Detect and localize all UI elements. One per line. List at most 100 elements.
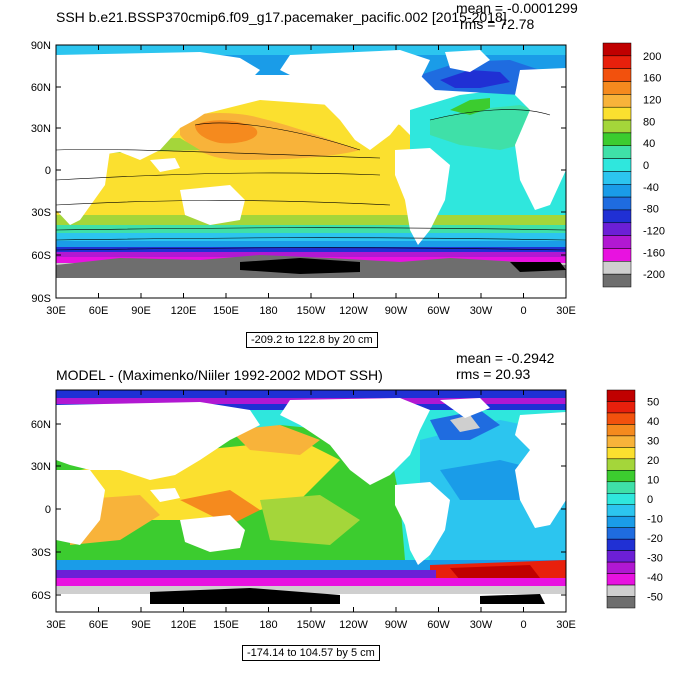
colorbar-label: -160 [643,247,665,259]
lon-label: 60W [427,305,450,317]
colorbar-label: 160 [643,73,661,85]
colorbar-swatch [606,412,636,425]
colorbar-label: 120 [643,95,661,107]
colorbar-label: -40 [643,182,659,194]
colorbar-label: 200 [643,51,661,63]
top-colorbar: 200 160 120 80 40 0 -40 -80 -120 -160 -200 [602,42,665,288]
lon-label: 90E [131,305,151,317]
colorbar-swatch [606,458,636,471]
colorbar-swatch [602,222,632,236]
colorbar-swatch [606,424,636,437]
colorbar-swatch [602,248,632,262]
lon-label: 150E [213,305,239,317]
colorbar-swatch [602,235,632,249]
colorbar-swatch [606,584,636,597]
colorbar-swatch [602,94,632,108]
lat-label: 30S [31,207,51,219]
bottom-map-ticks: 30E 60E 90E 120E 150E 180 150W 120W 90W 60W 30W 0 30… [31,390,576,631]
bottom-panel-mean: mean = -0.2942 [456,350,555,366]
top-map [56,45,566,298]
colorbar-swatch [602,158,632,172]
lon-label: 120E [171,619,197,631]
lon-label: 150W [297,305,326,317]
bottom-map [56,390,566,612]
colorbar-swatch [606,561,636,574]
colorbar-label: -200 [643,269,665,281]
colorbar-swatch [606,389,636,402]
colorbar-swatch [606,447,636,460]
colorbar-swatch [602,209,632,224]
lon-label: 90W [385,305,408,317]
lon-label: 150E [213,619,239,631]
colorbar-swatch [602,68,632,82]
lon-label: 30E [556,305,576,317]
top-panel-rms: rms = 72.78 [460,16,535,32]
colorbar-swatch [606,515,636,528]
lat-label: 60S [31,250,51,262]
colorbar-swatch [602,184,632,198]
colorbar-label: 80 [643,116,655,128]
colorbar-swatch [602,171,632,185]
colorbar-label: -20 [647,533,663,545]
colorbar-swatch [602,273,632,288]
lat-label: 90S [31,293,51,305]
lat-label: 60N [31,82,51,94]
colorbar-label: 50 [647,396,659,408]
lon-label: 150W [297,619,326,631]
colorbar-label: -120 [643,225,665,237]
lon-label: 30W [470,305,493,317]
colorbar-swatch [602,132,632,146]
colorbar-swatch [602,55,632,69]
colorbar-label: 20 [647,455,659,467]
colorbar-swatch [606,573,636,586]
lon-label: 30E [556,619,576,631]
colorbar-swatch [606,538,636,551]
colorbar-swatch [602,81,632,95]
lon-label: 30E [46,305,66,317]
lon-label: 120W [339,619,368,631]
colorbar-swatch [602,196,632,211]
colorbar-swatch [606,504,636,517]
lon-label: 0 [520,305,526,317]
colorbar-label: -10 [647,514,663,526]
top-panel-mean: mean = -0.0001299 [456,0,578,16]
lon-label: 90E [131,619,151,631]
bottom-panel-title: MODEL - (Maximenko/Niiler 1992-2002 MDOT… [56,367,383,383]
colorbar-label: 0 [647,494,653,506]
lat-label: 30N [31,461,51,473]
colorbar-label: 30 [647,435,659,447]
colorbar-label: 40 [647,416,659,428]
lon-label: 120E [171,305,197,317]
lon-label: 60E [89,619,109,631]
lat-label: 30N [31,123,51,135]
lon-label: 90W [385,619,408,631]
colorbar-swatch [602,42,632,57]
lat-label: 0 [45,504,51,516]
lat-label: 60S [31,590,51,602]
lon-label: 30E [46,619,66,631]
lon-label: 30W [470,619,493,631]
colorbar-label: 10 [647,474,659,486]
top-panel-title: SSH b.e21.BSSP370cmip6.f09_g17.pacemaker… [56,9,507,25]
bottom-colorbar: 50 40 30 20 10 0 -10 -20 -30 -40 -50 [606,389,663,609]
lon-label: 120W [339,305,368,317]
colorbar-swatch [606,596,636,609]
colorbar-swatch [606,527,636,540]
colorbar-swatch [606,493,636,505]
colorbar-swatch [606,470,636,483]
top-map-ticks: 30E 60E 90E 120E 150E 180 150W 120W 90W 60W 30W 0 30… [31,40,576,317]
colorbar-label: -40 [647,572,663,584]
bottom-panel-rms: rms = 20.93 [456,366,531,382]
lat-label: 30S [31,547,51,559]
colorbar-label: 40 [643,138,655,150]
colorbar-swatch [602,145,632,159]
colorbar-swatch [602,119,632,134]
lon-label: 60E [89,305,109,317]
lon-label: 180 [259,305,277,317]
bottom-panel-range-label: -174.14 to 104.57 by 5 cm [242,645,380,661]
colorbar-swatch [606,401,636,414]
colorbar-swatch [606,481,636,494]
colorbar-swatch [602,106,632,121]
lon-label: 180 [259,619,277,631]
